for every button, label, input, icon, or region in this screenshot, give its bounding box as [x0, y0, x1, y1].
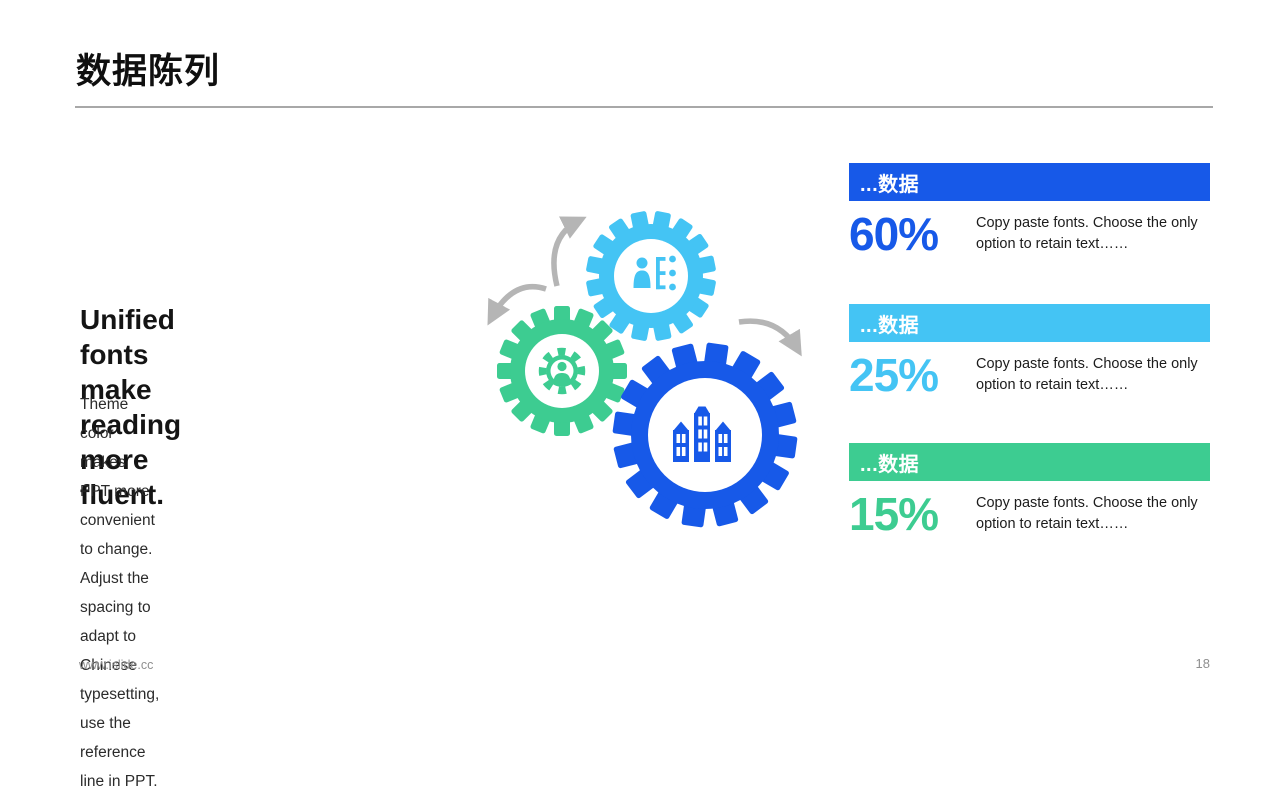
left-heading: Unified fonts make reading more fluent.: [80, 302, 181, 512]
data-block-description: Copy paste fonts. Choose the only option…: [976, 356, 1198, 393]
percent-value: 15%: [849, 488, 939, 540]
curved-arrow-up-icon: [551, 216, 587, 287]
page-title: 数据陈列: [76, 52, 221, 91]
heading-line: reading more fluent.: [80, 409, 182, 510]
data-block-25: ...数据 25% Copy paste fonts. Choose the o…: [849, 304, 1210, 400]
title-divider: [75, 106, 1213, 108]
data-block-header: ...数据: [849, 163, 1210, 201]
percent-value: 60%: [849, 208, 939, 260]
data-block-header-label: ...数据: [860, 173, 920, 196]
gears-illustration: [487, 211, 802, 528]
curved-arrow-left-icon: [487, 283, 547, 326]
page-number: 18: [1195, 656, 1210, 671]
user-gear-icon: [538, 347, 586, 395]
percent-value: 25%: [849, 349, 939, 401]
data-block-15: ...数据 15% Copy paste fonts. Choose the o…: [849, 443, 1210, 539]
city-buildings-icon: [673, 406, 731, 462]
data-block-description: Copy paste fonts. Choose the only option…: [976, 215, 1198, 252]
body-line: Adjust the spacing to adapt to Chinese t…: [80, 570, 160, 703]
rotation-arrows: [487, 216, 802, 357]
data-block-header: ...数据: [849, 443, 1210, 481]
curved-arrow-right-icon: [738, 318, 802, 357]
body-line: use the reference line in PPT.: [80, 715, 158, 790]
gear-wheels: [497, 211, 798, 528]
data-block-header-label: ...数据: [860, 453, 920, 476]
user-list-icon: [633, 255, 676, 291]
data-block-description: Copy paste fonts. Choose the only option…: [976, 495, 1198, 532]
data-block-header: ...数据: [849, 304, 1210, 342]
footer-website: www.islide.cc: [79, 658, 154, 672]
data-block-60: ...数据 60% Copy paste fonts. Choose the o…: [849, 163, 1210, 259]
heading-line: Unified fonts make: [80, 304, 175, 405]
body-line: Theme color makes PPT more convenient to…: [80, 396, 155, 558]
data-block-header-label: ...数据: [860, 314, 920, 337]
left-body-text: Theme color makes PPT more convenient to…: [80, 390, 159, 796]
data-blocks-panel: ...数据 60% Copy paste fonts. Choose the o…: [849, 163, 1210, 573]
